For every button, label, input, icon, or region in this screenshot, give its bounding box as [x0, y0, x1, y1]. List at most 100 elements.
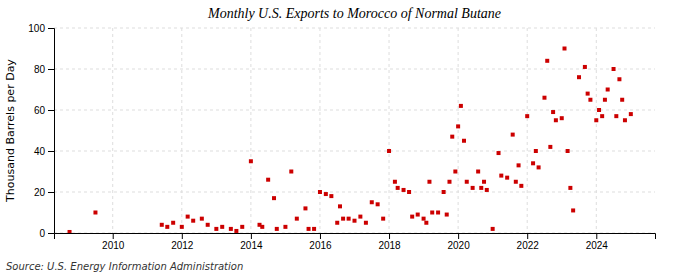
point [424, 221, 428, 225]
point [491, 227, 495, 231]
point [283, 225, 287, 229]
point [465, 180, 469, 184]
x-tick-mark [113, 233, 114, 239]
x-tick-mark [389, 233, 390, 239]
x-tick-mark [182, 233, 183, 239]
grid-line [389, 28, 390, 233]
x-tick-label: 2022 [517, 240, 540, 251]
point [387, 149, 391, 153]
y-tick-mark [48, 151, 54, 152]
grid-line [112, 28, 113, 233]
y-axis: 020406080100 [28, 23, 54, 239]
y-tick: 100 [28, 23, 54, 34]
y-tick-label: 100 [28, 23, 45, 34]
point [623, 118, 627, 122]
point [272, 196, 276, 200]
grid [54, 28, 655, 233]
point [583, 65, 587, 69]
x-tick-label: 2010 [102, 240, 125, 251]
point [586, 92, 590, 96]
point [266, 178, 270, 182]
point [396, 186, 400, 190]
point [603, 98, 607, 102]
point [525, 114, 529, 118]
point [497, 151, 501, 155]
point [249, 159, 253, 163]
point [335, 221, 339, 225]
x-tick: 2024 [586, 233, 609, 251]
point [445, 213, 449, 217]
point [338, 204, 342, 208]
point [471, 186, 475, 190]
point [220, 225, 224, 229]
grid-line [250, 28, 251, 233]
grid-line [54, 69, 655, 70]
point [554, 118, 558, 122]
point [214, 227, 218, 231]
x-tick: 2012 [171, 233, 194, 251]
y-tick: 40 [34, 146, 54, 157]
point [517, 163, 521, 167]
point [442, 190, 446, 194]
x-tick-label: 2018 [378, 240, 401, 251]
grid-line [596, 28, 597, 233]
plot: 2010201220142016201820202022202402040608… [28, 23, 655, 251]
point [422, 217, 426, 221]
point [381, 217, 385, 221]
point [364, 221, 368, 225]
point [606, 88, 610, 92]
point [450, 135, 454, 139]
grid-line [54, 28, 655, 29]
point [617, 77, 621, 81]
point [407, 190, 411, 194]
chart: 2010201220142016201820202022202402040608… [0, 0, 675, 275]
point [329, 194, 333, 198]
point [462, 139, 466, 143]
point [200, 217, 204, 221]
x-tick-label: 2012 [171, 240, 194, 251]
point [165, 225, 169, 229]
point [537, 165, 541, 169]
source-note: Source: U.S. Energy Information Administ… [6, 261, 243, 272]
point [341, 217, 345, 221]
point [563, 47, 567, 51]
point [571, 208, 575, 212]
point [566, 149, 570, 153]
point [186, 215, 190, 219]
point [597, 108, 601, 112]
point [171, 221, 175, 225]
y-tick-label: 0 [39, 228, 45, 239]
point [347, 217, 351, 221]
grid-line [54, 151, 655, 152]
point [93, 211, 97, 215]
x-tick: 2018 [378, 233, 401, 251]
point [318, 190, 322, 194]
point [548, 145, 552, 149]
y-tick: 80 [34, 64, 54, 75]
point [376, 202, 380, 206]
point [453, 170, 457, 174]
point [479, 186, 483, 190]
x-tick: 2020 [447, 233, 470, 251]
point [191, 219, 195, 223]
point [160, 223, 164, 227]
point [234, 229, 238, 233]
points [68, 47, 633, 234]
grid-line [54, 110, 655, 111]
point [531, 161, 535, 165]
point [416, 213, 420, 217]
point [459, 104, 463, 108]
point [393, 180, 397, 184]
y-tick-mark [48, 192, 54, 193]
point [545, 59, 549, 63]
point [275, 227, 279, 231]
point [511, 133, 515, 137]
y-tick-mark [48, 233, 54, 234]
point [534, 149, 538, 153]
grid-line [319, 28, 320, 233]
title: Monthly U.S. Exports to Morocco of Norma… [207, 6, 501, 21]
x-axis: 20102012201420162018202020222024 [55, 233, 656, 251]
point [180, 225, 184, 229]
point [312, 227, 316, 231]
point [295, 217, 299, 221]
